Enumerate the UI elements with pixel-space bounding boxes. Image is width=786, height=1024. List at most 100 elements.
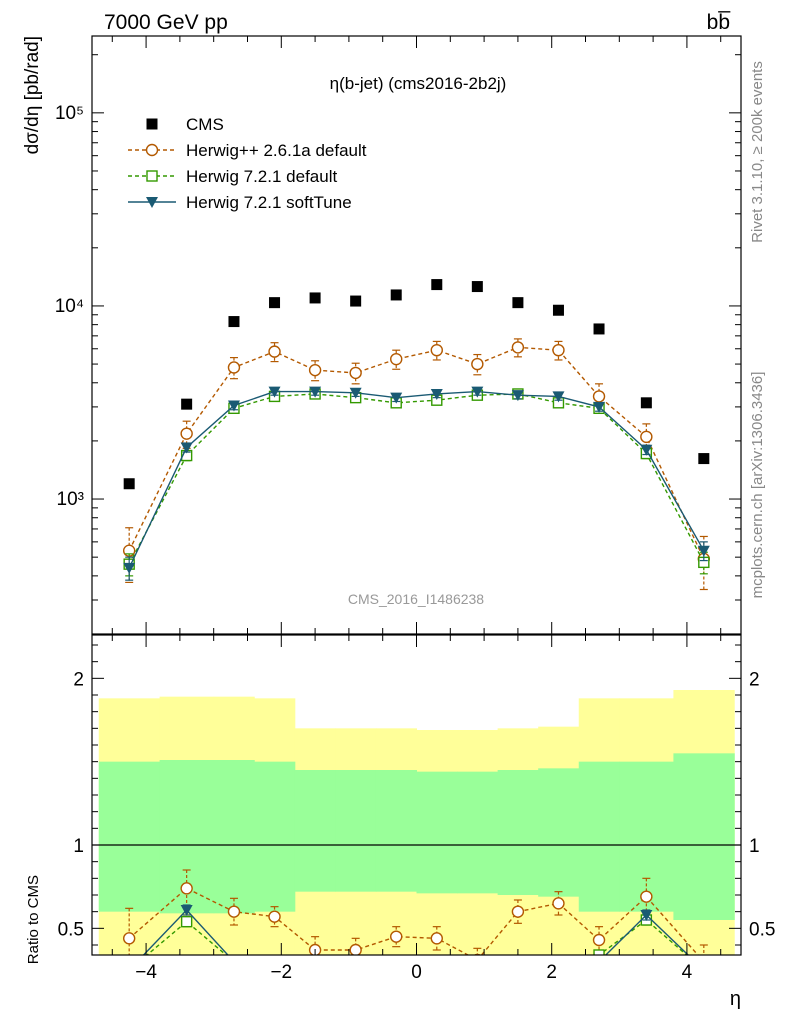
uncertainty-band-green xyxy=(294,770,336,892)
data-point-herwig-2-6-1a-default xyxy=(180,427,193,440)
data-point-herwig-7-2-1-softtune xyxy=(697,545,710,557)
legend-marker-herwig-7-2-1-softtune xyxy=(146,197,158,208)
data-point-herwig-7-2-1-softtune xyxy=(640,444,653,456)
series-line-herwig-7-2-1-default xyxy=(128,393,705,565)
data-point-herwig-2-6-1a-default xyxy=(390,930,403,943)
data-point-herwig-2-6-1a-default xyxy=(592,390,606,403)
y-tick-label-main: 10⁴ xyxy=(55,296,84,317)
uncertainty-band-green xyxy=(673,753,735,920)
y-tick-label-ratio: 2 xyxy=(73,669,84,690)
main-plot-frame xyxy=(91,35,742,635)
x-tick-label: −2 xyxy=(270,962,292,983)
data-point-herwig-7-2-1-default xyxy=(180,915,193,928)
data-point-herwig-7-2-1-softtune xyxy=(180,905,193,916)
data-point-herwig-2-6-1a-default xyxy=(552,897,565,910)
header-right: bb̅ xyxy=(707,11,732,34)
data-point-herwig-7-2-1-default xyxy=(472,965,482,975)
data-point-herwig-7-2-1-softtune xyxy=(309,386,322,398)
data-point-herwig-7-2-1-softtune xyxy=(123,965,135,976)
legend: CMS Herwig++ 2.6.1a default Herwig 7.2.1 d… xyxy=(128,115,367,212)
data-point-herwig-2-6-1a-default xyxy=(511,905,525,918)
uncertainty-band-green xyxy=(538,768,580,897)
data-point-herwig-2-6-1a-default xyxy=(592,933,606,947)
data-point-herwig-7-2-1-default xyxy=(593,949,605,955)
mcplots-label: mcplots.cern.ch [arXiv:1306.3436] xyxy=(749,372,766,599)
x-axis-label: η xyxy=(730,988,741,1010)
data-point-herwig-7-2-1-softtune xyxy=(390,392,403,404)
header-left: 7000 GeV pp xyxy=(104,11,228,34)
legend-marker-herwig-7-2-1-default xyxy=(146,170,158,182)
data-point-herwig-2-6-1a-default xyxy=(640,890,653,903)
data-point-cms xyxy=(390,289,402,301)
series-line-herwig-7-2-1-softtune xyxy=(128,390,705,569)
data-point-herwig-7-2-1-softtune xyxy=(123,562,136,574)
data-point-herwig-2-6-1a-default xyxy=(349,943,362,955)
uncertainty-band-green xyxy=(335,770,377,892)
data-point-herwig-2-6-1a-default xyxy=(308,363,322,377)
data-point-herwig-7-2-1-softtune xyxy=(180,442,193,454)
data-point-herwig-7-2-1-softtune xyxy=(390,965,402,976)
data-point-herwig-7-2-1-default xyxy=(513,965,523,975)
data-point-herwig-7-2-1-softtune xyxy=(431,965,443,976)
x-tick-label: 2 xyxy=(546,962,557,983)
data-point-herwig-2-6-1a-default xyxy=(227,905,241,918)
data-point-herwig-2-6-1a-default xyxy=(473,953,482,955)
data-point-cms xyxy=(431,279,443,291)
legend-label-herwig-7-2-1-default: Herwig 7.2.1 default xyxy=(186,167,337,186)
data-point-herwig-7-2-1-default xyxy=(699,965,709,975)
x-tick-label: −4 xyxy=(135,962,157,983)
data-point-herwig-2-6-1a-default xyxy=(390,352,403,366)
y-axis-label-main: dσ/dη [pb/rad] xyxy=(22,36,43,154)
ratio-plot-frame xyxy=(91,634,742,956)
data-point-herwig-2-6-1a-default xyxy=(122,932,136,945)
chart-title: η(b-jet) (cms2016-2b2j) xyxy=(330,74,507,93)
data-point-herwig-7-2-1-softtune xyxy=(698,965,710,976)
data-point-herwig-7-2-1-default xyxy=(432,965,442,975)
uncertainty-band-green xyxy=(98,761,161,912)
uncertainty-band-green xyxy=(457,771,499,894)
uncertainty-band-green xyxy=(578,761,620,912)
data-point-cms xyxy=(350,295,362,307)
data-point-herwig-7-2-1-softtune xyxy=(430,388,443,400)
data-point-cms xyxy=(593,323,605,335)
data-point-herwig-2-6-1a-default xyxy=(471,357,484,371)
series-line-herwig-2-6-1a-default xyxy=(128,346,705,560)
uncertainty-band-green xyxy=(497,770,539,895)
legend-label-herwig-2-6-1a-default: Herwig++ 2.6.1a default xyxy=(186,141,367,160)
y-tick-label-ratio-right: 2 xyxy=(749,669,760,690)
data-point-herwig-7-2-1-softtune xyxy=(309,965,321,976)
y-tick-label-ratio: 0.5 xyxy=(58,919,84,940)
data-point-cms xyxy=(698,453,710,465)
data-point-herwig-7-2-1-default xyxy=(229,957,239,967)
data-point-cms xyxy=(123,478,135,490)
y-tick-label-ratio: 1 xyxy=(73,836,84,857)
analysis-watermark: CMS_2016_I1486238 xyxy=(348,591,484,607)
uncertainty-band-green xyxy=(254,761,296,912)
uncertainty-band-green xyxy=(416,771,458,894)
data-point-herwig-7-2-1-default xyxy=(351,965,361,975)
data-point-herwig-7-2-1-softtune xyxy=(228,957,240,968)
data-point-herwig-2-6-1a-default xyxy=(552,343,565,357)
data-point-herwig-7-2-1-softtune xyxy=(227,400,240,412)
data-point-herwig-7-2-1-softtune xyxy=(471,965,483,976)
uncertainty-band-green xyxy=(213,760,255,914)
data-point-herwig-7-2-1-softtune xyxy=(593,957,605,968)
y-tick-label-ratio-right: 0.5 xyxy=(749,919,775,940)
data-point-herwig-2-6-1a-default xyxy=(268,345,281,358)
data-point-herwig-2-6-1a-default xyxy=(698,956,709,967)
data-point-herwig-2-6-1a-default xyxy=(349,366,362,380)
x-tick-label: 0 xyxy=(411,962,422,983)
data-point-herwig-7-2-1-softtune xyxy=(471,386,484,398)
data-point-herwig-7-2-1-softtune xyxy=(511,390,524,402)
data-point-herwig-2-6-1a-default xyxy=(511,341,525,354)
data-point-herwig-2-6-1a-default xyxy=(268,910,281,923)
data-point-herwig-7-2-1-softtune xyxy=(512,965,524,976)
data-point-herwig-7-2-1-default xyxy=(310,965,320,975)
y-tick-label-ratio-right: 1 xyxy=(749,836,760,857)
data-point-herwig-2-6-1a-default xyxy=(430,932,443,945)
x-tick-label: 4 xyxy=(682,962,693,983)
uncertainty-band-green xyxy=(619,761,674,912)
legend-marker-herwig-2-6-1a-default xyxy=(145,143,159,157)
data-point-cms xyxy=(228,316,240,328)
